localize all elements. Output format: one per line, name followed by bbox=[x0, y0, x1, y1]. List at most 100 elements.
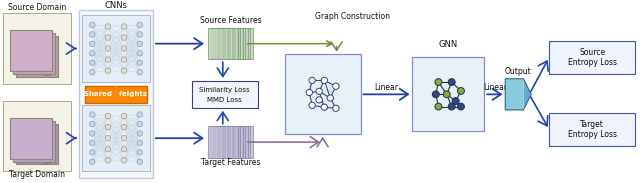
Bar bbox=[211, 126, 240, 158]
Circle shape bbox=[444, 91, 450, 98]
Circle shape bbox=[137, 41, 143, 46]
Bar bbox=[220, 126, 250, 158]
Circle shape bbox=[122, 24, 127, 29]
Bar bbox=[285, 54, 360, 134]
Circle shape bbox=[90, 131, 95, 136]
Text: Output: Output bbox=[505, 67, 532, 76]
Circle shape bbox=[122, 57, 127, 62]
Circle shape bbox=[309, 77, 316, 83]
Bar bbox=[82, 15, 150, 82]
Circle shape bbox=[105, 35, 111, 40]
Text: Shared Weights: Shared Weights bbox=[84, 91, 148, 97]
Circle shape bbox=[137, 159, 143, 165]
Circle shape bbox=[122, 147, 127, 152]
Circle shape bbox=[105, 158, 111, 163]
Bar bbox=[16, 36, 58, 77]
Circle shape bbox=[90, 112, 95, 117]
Bar bbox=[208, 28, 238, 59]
Bar bbox=[211, 28, 240, 59]
Text: Linear: Linear bbox=[483, 83, 507, 92]
Circle shape bbox=[105, 124, 111, 130]
Circle shape bbox=[309, 102, 316, 109]
Circle shape bbox=[137, 150, 143, 155]
Circle shape bbox=[122, 68, 127, 73]
Circle shape bbox=[105, 135, 111, 141]
Circle shape bbox=[137, 112, 143, 117]
Bar bbox=[218, 28, 248, 59]
Text: Similarity Loss: Similarity Loss bbox=[200, 87, 250, 93]
Circle shape bbox=[316, 97, 323, 103]
Circle shape bbox=[321, 104, 328, 110]
Circle shape bbox=[137, 22, 143, 28]
Bar bbox=[213, 126, 243, 158]
Circle shape bbox=[90, 41, 95, 46]
Bar bbox=[215, 126, 245, 158]
Circle shape bbox=[458, 103, 465, 110]
Circle shape bbox=[105, 147, 111, 152]
Circle shape bbox=[90, 51, 95, 56]
Text: Graph Construction: Graph Construction bbox=[315, 12, 390, 21]
Bar bbox=[82, 105, 150, 171]
Bar bbox=[215, 28, 245, 59]
Text: ...: ... bbox=[43, 156, 51, 165]
Bar bbox=[218, 126, 248, 158]
Circle shape bbox=[105, 113, 111, 119]
Circle shape bbox=[90, 32, 95, 37]
Bar bbox=[13, 121, 55, 162]
Polygon shape bbox=[524, 79, 531, 110]
Circle shape bbox=[306, 89, 312, 96]
Circle shape bbox=[105, 57, 111, 62]
Circle shape bbox=[137, 121, 143, 127]
Circle shape bbox=[333, 105, 339, 111]
Bar bbox=[208, 126, 238, 158]
Text: Linear: Linear bbox=[374, 83, 399, 92]
Circle shape bbox=[458, 87, 465, 94]
Text: Source
Entropy Loss: Source Entropy Loss bbox=[568, 48, 616, 67]
Bar bbox=[549, 113, 635, 146]
Circle shape bbox=[122, 158, 127, 163]
Circle shape bbox=[90, 22, 95, 28]
Circle shape bbox=[90, 60, 95, 66]
Text: Source Features: Source Features bbox=[200, 16, 262, 25]
Circle shape bbox=[105, 24, 111, 29]
Circle shape bbox=[90, 150, 95, 155]
Circle shape bbox=[105, 68, 111, 73]
Circle shape bbox=[90, 140, 95, 146]
Bar bbox=[13, 33, 55, 74]
Bar bbox=[223, 28, 253, 59]
Text: Target Domain: Target Domain bbox=[9, 170, 65, 179]
Circle shape bbox=[105, 46, 111, 51]
Circle shape bbox=[452, 98, 459, 104]
Circle shape bbox=[432, 91, 439, 98]
Circle shape bbox=[122, 135, 127, 141]
Circle shape bbox=[137, 32, 143, 37]
Circle shape bbox=[90, 159, 95, 165]
Circle shape bbox=[435, 103, 442, 110]
Text: ...: ... bbox=[43, 69, 51, 78]
Circle shape bbox=[90, 121, 95, 127]
Bar bbox=[220, 28, 250, 59]
Circle shape bbox=[448, 79, 455, 85]
Bar bbox=[10, 30, 52, 71]
Bar bbox=[505, 79, 524, 110]
FancyBboxPatch shape bbox=[3, 14, 71, 84]
Bar bbox=[213, 28, 243, 59]
Bar bbox=[549, 41, 635, 74]
Circle shape bbox=[137, 131, 143, 136]
FancyBboxPatch shape bbox=[79, 10, 153, 178]
Circle shape bbox=[448, 103, 455, 110]
Text: Source Domain: Source Domain bbox=[8, 3, 67, 12]
Bar bbox=[412, 57, 484, 131]
Bar bbox=[223, 126, 253, 158]
Circle shape bbox=[137, 70, 143, 75]
Circle shape bbox=[137, 51, 143, 56]
Text: GNN: GNN bbox=[439, 40, 458, 49]
Circle shape bbox=[333, 83, 339, 89]
Circle shape bbox=[321, 77, 328, 83]
Text: MMD Loss: MMD Loss bbox=[207, 97, 242, 103]
Circle shape bbox=[122, 35, 127, 40]
FancyBboxPatch shape bbox=[84, 86, 147, 103]
Bar bbox=[16, 124, 58, 165]
Bar bbox=[10, 118, 52, 159]
Circle shape bbox=[316, 88, 323, 94]
